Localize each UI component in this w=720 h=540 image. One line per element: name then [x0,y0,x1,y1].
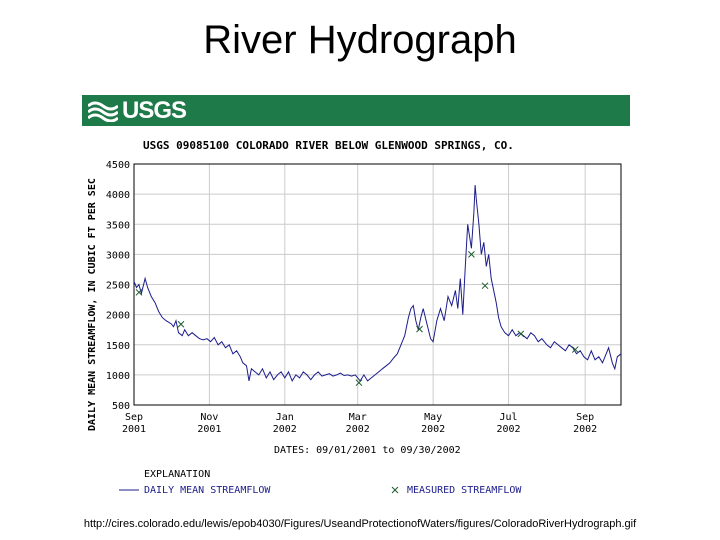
usgs-banner: USGS [82,95,630,126]
x-tick-labels: Sep2001Nov2001Jan2002Mar2002May2002Jul20… [122,412,597,435]
y-tick-label: 1000 [106,371,130,382]
y-tick-label: 1500 [106,341,130,352]
y-tick-label: 2000 [106,311,130,322]
x-tick-year: 2002 [273,424,297,435]
y-tick-label: 3000 [106,250,130,261]
x-tick-year: 2002 [573,424,597,435]
source-url: http://cires.colorado.edu/lewis/epob4030… [83,518,637,530]
y-tick-label: 2500 [106,281,130,292]
x-tick-month: May [424,412,442,423]
measured-streamflow-marker [177,320,185,328]
legend-marker-swatch [391,486,399,494]
y-tick-label: 3500 [106,220,130,231]
x-tick-year: 2002 [496,424,520,435]
x-tick-year: 2002 [346,424,370,435]
measured-streamflow-marker [135,288,143,296]
measured-streamflow-marker [416,325,423,333]
measured-streamflow-marker [481,282,489,290]
x-tick-month: Sep [576,412,594,423]
y-tick-label: 4000 [106,190,130,201]
x-tick-month: Nov [200,412,218,423]
x-tick-year: 2002 [421,424,445,435]
usgs-logo-text: USGS [122,96,187,124]
x-tick-year: 2001 [197,424,221,435]
measured-streamflow-marker [517,330,525,338]
x-tick-month: Sep [125,412,143,423]
legend-line-label: DAILY MEAN STREAMFLOW [144,485,271,496]
x-tick-month: Jul [499,412,517,423]
measured-streamflow-markers [135,251,579,387]
x-axis-label: DATES: 09/01/2001 to 09/30/2002 [274,445,461,456]
x-tick-year: 2001 [122,424,146,435]
usgs-logo: USGS [88,96,187,124]
daily-mean-streamflow-line [133,185,622,382]
legend: EXPLANATION DAILY MEAN STREAMFLOW MEASUR… [119,469,522,496]
measured-streamflow-marker [571,346,579,353]
slide-title: River Hydrograph [203,18,517,62]
y-tick-label: 500 [112,401,130,412]
chart-title: USGS 09085100 COLORADO RIVER BELOW GLENW… [143,139,514,152]
chart-grid [134,164,621,405]
hydrograph-chart: USGS 09085100 COLORADO RIVER BELOW GLENW… [87,139,622,496]
y-tick-labels: 500 1000 1500 2000 2500 3000 3500 4000 4500 [106,160,130,412]
x-tick-month: Jan [276,412,294,423]
measured-streamflow-marker [468,251,475,258]
x-tick-month: Mar [349,412,367,423]
usgs-wave-icon [88,101,118,122]
measured-streamflow-marker [355,379,363,387]
plot-frame [133,163,622,406]
y-axis-label: DAILY MEAN STREAMFLOW, IN CUBIC FT PER S… [87,178,98,431]
legend-title: EXPLANATION [144,469,210,480]
y-tick-label: 4500 [106,160,130,171]
legend-marker-label: MEASURED STREAMFLOW [407,485,522,496]
